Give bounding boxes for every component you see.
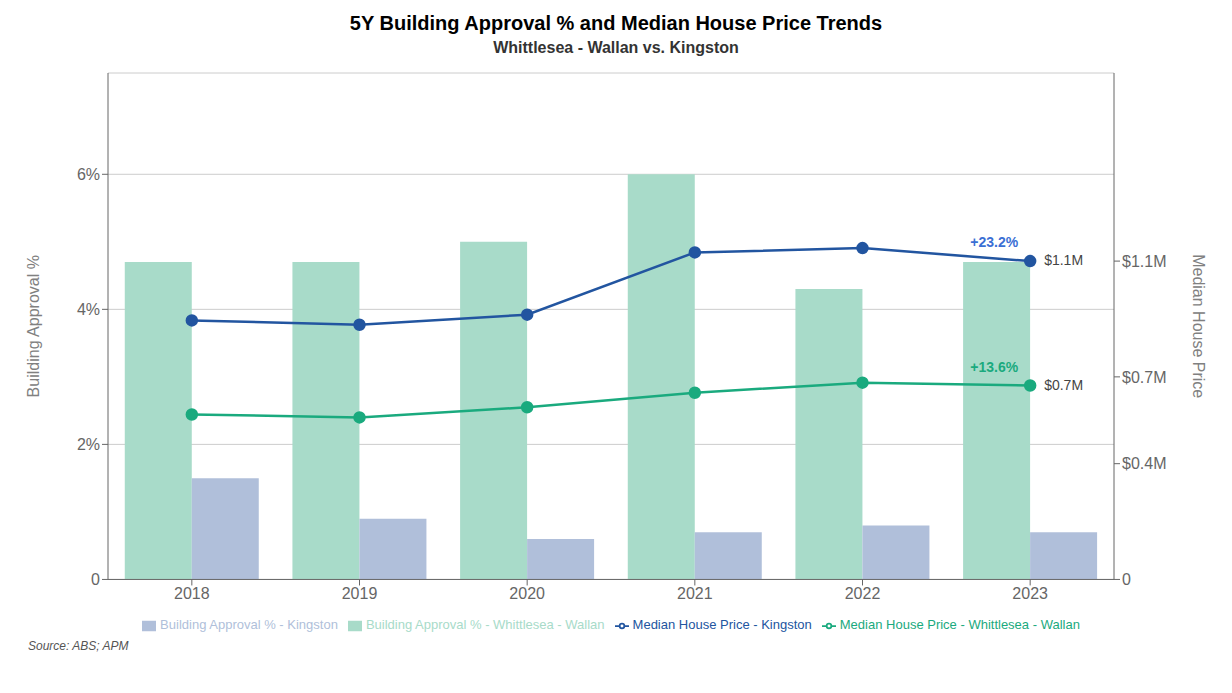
html-text:Median House Price - Whittlese: Median House Price - Whittlesea - Wallan: [839, 617, 1080, 633]
svg-text:+13.6%: +13.6%: [970, 359, 1018, 375]
html-text:Building Approval % - Whittles: Building Approval % - Whittlesea - Walla…: [365, 617, 605, 633]
svg-text:2019: 2019: [342, 585, 378, 602]
svg-text:2018: 2018: [174, 585, 210, 602]
svg-text:2021: 2021: [677, 585, 713, 602]
svg-text:4%: 4%: [77, 301, 100, 318]
svg-text:$1.1M: $1.1M: [1122, 253, 1166, 270]
svg-text:0: 0: [1122, 571, 1131, 588]
html-text:Source: ABS; APM: Source: ABS; APM: [28, 639, 129, 653]
svg-text:2%: 2%: [77, 436, 100, 453]
svg-text:2020: 2020: [509, 585, 545, 602]
svg-text:Median House Price: Median House Price: [1190, 254, 1207, 398]
svg-text:6%: 6%: [77, 166, 100, 183]
svg-text:$0.7M: $0.7M: [1122, 369, 1166, 386]
svg-text:2022: 2022: [845, 585, 881, 602]
html-text:Building Approval % - Kingston: Building Approval % - Kingston: [160, 617, 338, 633]
svg-text:0: 0: [91, 571, 100, 588]
svg-text:Building Approval %: Building Approval %: [25, 255, 42, 397]
html-text:Median House Price - Kingston: Median House Price - Kingston: [632, 617, 812, 633]
svg-text:$1.1M: $1.1M: [1044, 252, 1083, 268]
svg-text:$0.7M: $0.7M: [1044, 377, 1083, 393]
svg-text:2023: 2023: [1012, 585, 1048, 602]
html-text:5Y Building Approval % and Med: 5Y Building Approval % and Median House …: [349, 12, 883, 34]
html-text:Whittlesea - Wallan vs. Kingst: Whittlesea - Wallan vs. Kingston: [493, 39, 739, 56]
svg-text:+23.2%: +23.2%: [970, 234, 1018, 250]
svg-text:$0.4M: $0.4M: [1122, 455, 1166, 472]
